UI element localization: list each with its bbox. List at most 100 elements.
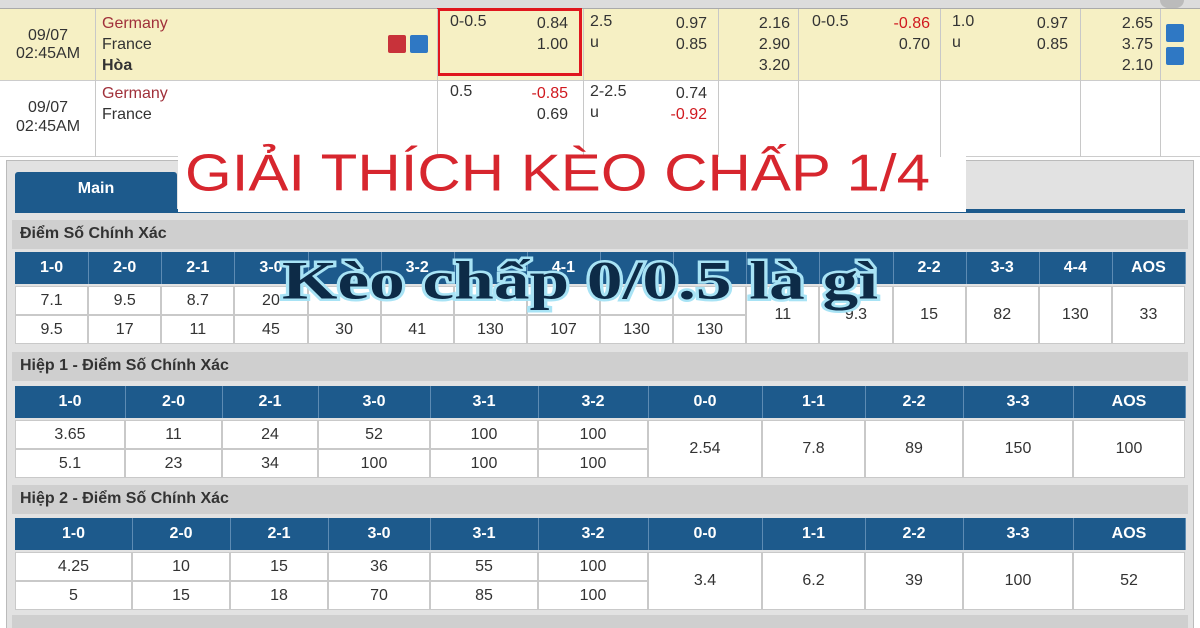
cell [453, 286, 527, 315]
cell [380, 286, 454, 315]
odds: 36 [370, 557, 388, 575]
odds: 20 [262, 291, 280, 309]
column-divider [746, 252, 748, 284]
column-divider [648, 518, 649, 550]
odds: 89 [905, 440, 923, 457]
divider [437, 9, 438, 157]
cell [234, 315, 308, 344]
column-divider [600, 252, 601, 284]
odds: 33 [1139, 306, 1158, 323]
cell [15, 581, 132, 610]
odds: 17 [115, 320, 134, 338]
odds: 2.16 [758, 15, 790, 32]
cell [746, 286, 820, 344]
cell [88, 315, 162, 344]
column-divider [963, 386, 964, 418]
column-label: AOS [1111, 525, 1147, 542]
total-line: 1.0 [952, 13, 975, 30]
section-title: Hiệp 2 - Điểm Số Chính Xác [20, 490, 229, 507]
odds: 11 [165, 425, 182, 443]
cell [526, 286, 600, 315]
odds: 45 [262, 320, 280, 338]
divider [1160, 9, 1161, 157]
column-divider [892, 252, 894, 284]
stats-icon[interactable] [1166, 47, 1184, 65]
column-divider [1073, 518, 1074, 550]
total-side: u [590, 34, 599, 51]
odds: 55 [475, 557, 493, 575]
column-label: 2-1 [186, 259, 210, 276]
cell [1073, 552, 1185, 610]
cell [132, 581, 230, 610]
column-divider [88, 252, 90, 284]
odds: 7.1 [40, 291, 63, 309]
cell [307, 315, 381, 344]
odds: 15 [172, 586, 190, 604]
odds: 3.65 [54, 425, 86, 443]
column-label: 3-2 [581, 393, 605, 410]
highlight-box [437, 8, 582, 76]
column-divider [819, 252, 821, 284]
column-divider [965, 252, 967, 284]
column-label: 1-0 [40, 259, 64, 276]
cell [318, 449, 430, 478]
odds: 24 [261, 425, 279, 443]
odds: 52 [365, 425, 383, 443]
cell [15, 449, 125, 478]
cell [1073, 420, 1185, 478]
close-icon[interactable] [1160, 0, 1184, 8]
divider [940, 9, 941, 157]
cell [1111, 286, 1185, 344]
odds: 52 [1120, 572, 1138, 589]
column-label: 3-1 [472, 525, 496, 542]
column-divider [453, 252, 455, 284]
odds: 9.5 [40, 320, 63, 338]
odds: 15 [270, 557, 288, 575]
odds: 107 [550, 320, 577, 338]
odds-icon[interactable] [1166, 24, 1184, 42]
tv-icon[interactable] [388, 35, 406, 53]
tab[interactable] [15, 172, 177, 212]
odds: 6.2 [802, 572, 825, 589]
column-label: 3-0 [259, 259, 283, 276]
cell [230, 581, 328, 610]
total-side: u [590, 104, 599, 121]
odds: 70 [370, 586, 388, 604]
cell [648, 420, 762, 478]
cell [963, 552, 1073, 610]
cell [15, 420, 125, 449]
cell [307, 286, 381, 315]
total-line: 2.5 [590, 13, 613, 30]
odds: 5.1 [58, 454, 82, 472]
column-divider [865, 518, 866, 550]
odds: 15 [920, 306, 938, 323]
cell [538, 581, 648, 610]
odds: 9.3 [844, 306, 868, 323]
cell [430, 449, 538, 478]
column-divider [673, 252, 675, 284]
odds: 5 [69, 586, 78, 604]
star-icon[interactable] [410, 35, 428, 53]
column-label: 2-2 [902, 525, 926, 542]
column-label: 2-0 [161, 393, 186, 410]
cell [125, 420, 222, 449]
column-divider [648, 386, 649, 418]
cell [15, 552, 132, 581]
column-divider [222, 386, 223, 418]
column-label: 2-0 [169, 525, 193, 542]
divider [583, 9, 584, 157]
cell [865, 552, 963, 610]
section-header [12, 615, 1188, 628]
match-time: 02:45AM [15, 45, 81, 62]
column-label: 2-1 [267, 525, 291, 542]
cell [15, 315, 89, 344]
cell [600, 286, 674, 315]
column-label: 3-2 [581, 525, 605, 542]
cell [380, 315, 454, 344]
odds: 0.74 [675, 85, 707, 102]
column-label: 3-3 [990, 259, 1014, 276]
odds: 130 [623, 320, 650, 338]
column-label: 4-1 [551, 259, 575, 276]
total-line: 2-2.5 [590, 83, 627, 100]
cell [526, 315, 600, 344]
